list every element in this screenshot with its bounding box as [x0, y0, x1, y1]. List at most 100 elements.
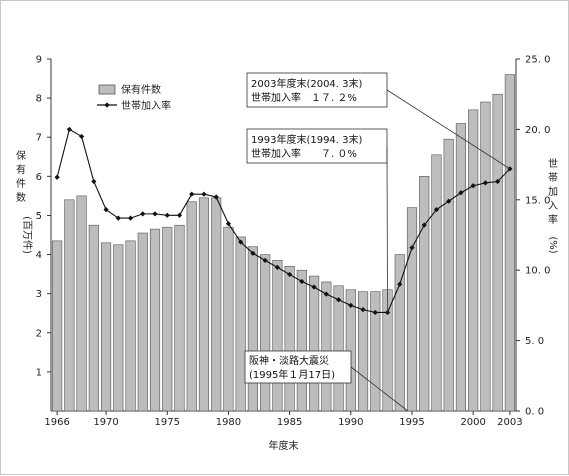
x-axis-label: 年度末 — [269, 439, 299, 452]
annotation-1995-line2: (1995年１月17日) — [249, 368, 335, 381]
right-axis-label-char: 入 — [548, 201, 558, 212]
rate-point — [54, 174, 60, 180]
annotations: 2003年度末(2004. 3末)世帯加入率 １７. ２% 1993年度末(199… — [244, 72, 511, 412]
left-tick-label: 8 — [36, 94, 42, 105]
left-axis-label-char: 数 — [16, 191, 26, 204]
x-tick-label: 1980 — [216, 417, 241, 428]
rate-point — [115, 215, 121, 221]
rate-point — [91, 178, 97, 185]
rate-point — [201, 191, 207, 197]
bar — [223, 226, 234, 412]
x-tick-label: 2003 — [497, 417, 522, 428]
bar — [468, 109, 479, 412]
bar — [492, 93, 503, 412]
rate-point — [140, 211, 146, 217]
left-tick-label: 1 — [36, 367, 42, 378]
rate-point — [103, 207, 109, 213]
annotation-1995-line1: 阪神・淡路大震災 — [249, 354, 329, 367]
bar — [321, 281, 332, 412]
rate-point — [176, 212, 183, 218]
rate-point — [152, 211, 158, 217]
annotation-1993-line1: 1993年度末(1994. 3末) — [251, 133, 363, 146]
rate-point — [299, 278, 305, 285]
rate-point — [495, 178, 501, 185]
right-axis-label-char: 世 — [548, 158, 558, 170]
bar — [100, 242, 112, 412]
rate-point — [250, 250, 256, 256]
rate-line — [56, 128, 511, 313]
right-tick-label: 25. 0 — [525, 55, 550, 66]
rate-point — [262, 257, 268, 263]
annotation-2003-line1: 2003年度末(2004. 3末) — [251, 77, 363, 90]
bar — [284, 265, 295, 412]
rate-point — [335, 297, 342, 303]
rate-point — [421, 222, 427, 228]
bar — [272, 260, 283, 412]
right-axis-label-unit: (%) — [547, 236, 558, 253]
rate-point — [225, 221, 232, 227]
rate-point — [311, 284, 317, 290]
bar — [174, 224, 185, 412]
rate-point — [446, 198, 452, 204]
rate-point — [164, 212, 170, 218]
x-tick-label: 1975 — [155, 417, 180, 428]
rate-point — [238, 239, 244, 245]
left-tick-label: 6 — [36, 172, 42, 183]
annotation-2003-line2: 世帯加入率 １７. ２% — [251, 91, 357, 104]
x-tick-label: 1966 — [44, 417, 69, 428]
bar — [125, 240, 136, 412]
bar — [480, 101, 491, 412]
left-tick-label: 3 — [36, 289, 42, 300]
bar — [370, 291, 381, 412]
legend-bar-swatch — [98, 84, 116, 95]
bar — [394, 254, 405, 412]
left-tick-label: 5 — [36, 211, 42, 222]
bar — [162, 226, 173, 412]
axis-labels: 年度末 保有件数 (百万件) 世帯加入率 (%) — [16, 149, 558, 452]
bar — [186, 201, 197, 412]
rate-point — [189, 191, 195, 197]
rate-point — [360, 307, 366, 313]
right-tick-label: 10. 0 — [525, 266, 550, 277]
rate-point — [348, 302, 354, 308]
bar — [406, 207, 418, 412]
right-axis-label-char: 加 — [548, 186, 558, 198]
line-group — [54, 126, 513, 316]
bar — [211, 197, 222, 412]
bar — [113, 244, 124, 412]
bar — [455, 123, 467, 412]
right-axis-label-char: 帯 — [548, 171, 558, 184]
bar — [149, 228, 161, 412]
rate-point — [409, 245, 415, 251]
bar — [52, 240, 63, 412]
bar — [504, 74, 515, 412]
left-axis-label-char: 有 — [16, 163, 26, 176]
bar — [309, 275, 320, 412]
rate-point — [78, 133, 85, 140]
right-axis-label-char: 率 — [548, 213, 558, 226]
legend-bar-label: 保有件数 — [121, 83, 161, 96]
rate-point — [323, 291, 329, 297]
bar — [296, 269, 307, 412]
rate-point — [287, 271, 293, 278]
rate-point — [127, 215, 134, 221]
bar — [443, 138, 454, 412]
rate-point — [458, 190, 464, 196]
right-tick-label: 20. 0 — [525, 125, 550, 136]
rate-point — [470, 183, 476, 189]
bar — [419, 176, 430, 412]
x-tick-label: 1985 — [277, 417, 302, 428]
right-tick-label: 5. 0 — [525, 336, 544, 347]
x-tick-label: 2000 — [460, 417, 485, 428]
bar — [137, 232, 148, 412]
left-tick-label: 7 — [36, 133, 42, 144]
legend-line-label: 世帯加入率 — [121, 99, 171, 112]
bar — [198, 197, 210, 412]
bar — [88, 224, 99, 412]
right-tick-label: 0. 0 — [525, 407, 544, 418]
left-tick-label: 4 — [36, 250, 42, 261]
x-tick-label: 1970 — [93, 417, 118, 428]
